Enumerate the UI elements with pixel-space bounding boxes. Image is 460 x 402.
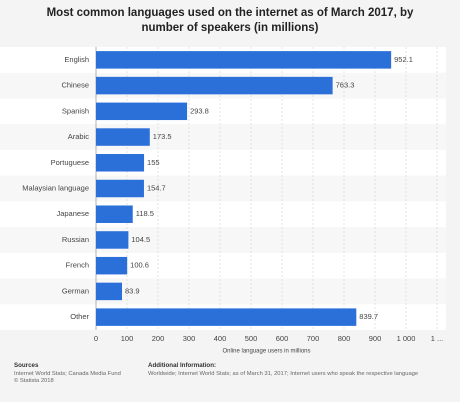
x-tick-label: 0 <box>94 334 98 343</box>
value-label: 104.5 <box>131 235 150 244</box>
value-label: 839.7 <box>359 312 378 321</box>
y-tick-label: French <box>66 261 89 270</box>
sources: Sources Internet World Stats; Canada Med… <box>14 362 121 386</box>
bar <box>96 179 144 198</box>
value-label: 154.7 <box>147 183 166 192</box>
bar <box>96 154 145 172</box>
sources-heading: Sources <box>14 362 39 369</box>
x-tick-label: 700 <box>307 334 320 343</box>
y-tick-label: English <box>64 55 89 64</box>
source-line: Internet World Stats; Canada Media Fund <box>14 370 121 377</box>
y-tick-label: Other <box>70 312 89 321</box>
additional-info: Additional Information: Worldwide; Inter… <box>148 362 458 378</box>
value-label: 293.8 <box>190 106 209 115</box>
value-label: 763.3 <box>336 81 355 90</box>
value-label: 173.5 <box>153 132 172 141</box>
value-label: 118.5 <box>136 209 154 218</box>
x-tick-label: 200 <box>152 334 165 343</box>
bar <box>96 128 150 146</box>
y-tick-label: Japanese <box>56 209 89 218</box>
x-tick-label: 500 <box>245 334 258 343</box>
y-tick-label: German <box>62 286 89 295</box>
bar <box>96 231 129 249</box>
bar <box>96 51 392 69</box>
bar <box>96 256 128 275</box>
value-label: 100.6 <box>130 261 149 270</box>
info-heading: Additional Information: <box>148 362 217 369</box>
y-tick-label: Russian <box>62 235 89 244</box>
x-tick-label: 600 <box>276 334 289 343</box>
y-tick-label: Arabic <box>68 132 90 141</box>
y-tick-label: Chinese <box>61 81 89 90</box>
x-tick-label: 1 ... <box>431 334 444 343</box>
row-stripe <box>0 227 446 253</box>
y-tick-label: Portuguese <box>51 158 89 167</box>
row-stripe <box>0 278 446 305</box>
x-tick-label: 900 <box>369 334 382 343</box>
chart-title: Most common languages used on the intern… <box>46 7 414 34</box>
bar <box>96 282 123 301</box>
y-tick-label: Spanish <box>62 106 89 115</box>
x-tick-label: 100 <box>121 334 134 343</box>
info-text: Worldwide; Internet World Stats; as of M… <box>148 370 419 377</box>
x-tick-label: 800 <box>338 334 351 343</box>
x-tick-label: 1 000 <box>397 334 416 343</box>
y-tick-label: Malaysian language <box>22 183 89 192</box>
bar <box>96 102 188 121</box>
value-label: 83.9 <box>125 286 140 295</box>
bar <box>96 76 333 95</box>
value-label: 952.1 <box>394 55 413 64</box>
source-line: © Statista 2018 <box>14 378 54 384</box>
x-axis-label: Online language users in millions <box>222 349 310 355</box>
row-stripe <box>0 175 446 202</box>
row-stripe <box>0 124 446 150</box>
x-tick-label: 300 <box>183 334 196 343</box>
value-label: 155 <box>147 158 160 167</box>
bar <box>96 205 133 223</box>
bar <box>96 308 357 326</box>
x-tick-label: 400 <box>214 334 227 343</box>
